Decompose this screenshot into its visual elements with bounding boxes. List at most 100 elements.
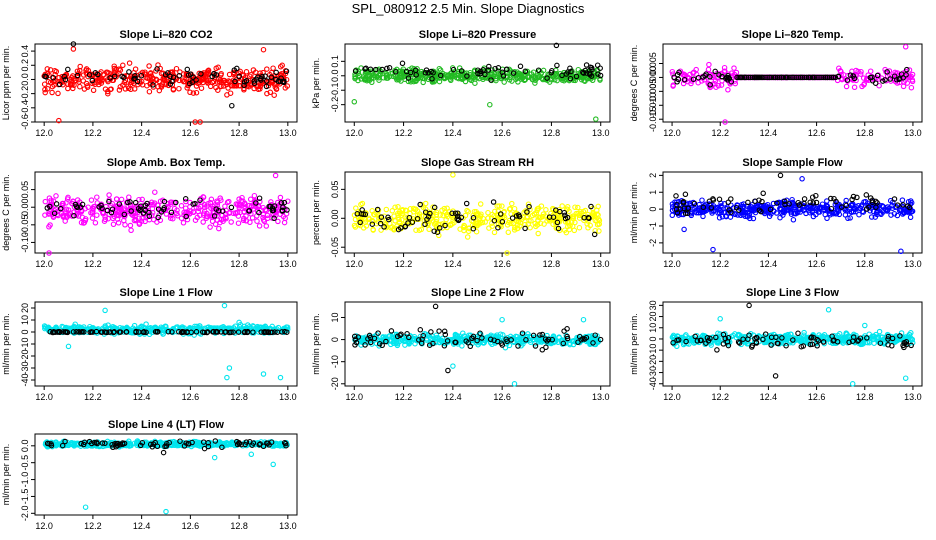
x-tick-label: 13.0 xyxy=(279,259,297,269)
data-point xyxy=(511,205,518,212)
y-axis-label: ml/min per min. xyxy=(629,182,639,244)
data-point xyxy=(169,78,175,85)
data-point xyxy=(862,322,868,329)
panel-title: Slope Line 3 Flow xyxy=(746,287,839,299)
data-point xyxy=(492,65,498,72)
data-point xyxy=(121,74,127,81)
data-point xyxy=(275,218,281,225)
data-point xyxy=(876,82,882,89)
x-tick-label: 12.2 xyxy=(711,128,729,138)
x-tick-label: 12.8 xyxy=(856,259,874,269)
data-point xyxy=(152,189,158,195)
data-point xyxy=(132,213,138,219)
data-point xyxy=(726,75,733,82)
data-point xyxy=(904,66,910,73)
data-point xyxy=(572,204,578,210)
data-point xyxy=(279,62,285,69)
data-point xyxy=(811,74,817,81)
x-tick-label: 13.0 xyxy=(279,521,297,531)
data-point xyxy=(90,205,96,211)
x-tick-label: 12.8 xyxy=(856,392,874,402)
data-point xyxy=(261,218,268,225)
data-point xyxy=(49,83,56,90)
x-tick-label: 12.8 xyxy=(856,128,874,138)
data-point xyxy=(74,197,81,203)
data-point xyxy=(56,74,62,81)
x-tick-label: 12.6 xyxy=(808,128,826,138)
data-point xyxy=(197,119,203,125)
data-point xyxy=(441,75,448,82)
x-tick-label: 12.0 xyxy=(35,521,53,531)
data-point xyxy=(690,76,697,82)
series-all xyxy=(351,172,603,256)
y-axis-label: percent per min. xyxy=(311,180,321,245)
data-point xyxy=(215,64,221,71)
data-point xyxy=(70,46,77,52)
x-tick-label: 12.4 xyxy=(760,259,778,269)
data-point xyxy=(851,72,857,78)
data-point xyxy=(534,75,540,81)
data-point xyxy=(92,220,99,226)
data-point xyxy=(468,77,475,84)
data-point xyxy=(376,72,383,78)
data-point xyxy=(67,210,74,216)
data-point xyxy=(260,371,267,377)
y-tick-label: 0 xyxy=(648,207,658,212)
data-point xyxy=(835,73,842,80)
data-point xyxy=(503,74,510,81)
panel-title: Slope Sample Flow xyxy=(742,157,843,169)
data-point xyxy=(514,69,520,75)
data-point xyxy=(384,75,391,81)
data-point xyxy=(156,87,163,94)
data-point xyxy=(225,85,231,91)
data-point xyxy=(563,71,570,77)
panel-title: Slope Gas Stream RH xyxy=(421,157,534,169)
data-point xyxy=(417,327,424,333)
data-point xyxy=(850,73,856,79)
data-point xyxy=(399,60,406,67)
x-tick-label: 12.6 xyxy=(182,392,200,402)
data-point xyxy=(529,76,536,83)
x-tick-label: 12.6 xyxy=(808,392,826,402)
data-point xyxy=(259,74,265,80)
data-point xyxy=(280,213,287,220)
data-point xyxy=(358,76,364,82)
x-tick-label: 12.0 xyxy=(663,128,681,138)
data-point xyxy=(491,71,497,77)
y-tick-label: 0 xyxy=(648,336,658,341)
data-point xyxy=(403,68,410,75)
data-point xyxy=(448,73,454,79)
data-point xyxy=(243,69,250,75)
data-point xyxy=(670,82,677,88)
data-point xyxy=(215,87,221,93)
data-point xyxy=(894,77,900,83)
series-all xyxy=(41,302,291,381)
data-point xyxy=(180,220,187,226)
data-point xyxy=(226,365,233,371)
data-point xyxy=(487,74,494,80)
data-point xyxy=(593,116,599,122)
data-point xyxy=(892,69,898,76)
data-point xyxy=(353,205,359,211)
data-point xyxy=(61,73,67,80)
data-point xyxy=(695,79,701,86)
data-point xyxy=(56,81,63,88)
data-point xyxy=(175,213,181,219)
data-point xyxy=(196,79,203,86)
data-point xyxy=(832,74,839,81)
data-point xyxy=(687,71,693,78)
data-point xyxy=(182,205,189,211)
panel-title: Slope Line 2 Flow xyxy=(431,287,524,299)
data-point xyxy=(105,90,111,97)
data-point xyxy=(99,76,105,83)
data-point xyxy=(204,213,210,219)
data-point xyxy=(554,62,560,69)
data-point xyxy=(858,68,864,75)
data-point xyxy=(703,71,709,77)
data-point xyxy=(113,66,119,73)
data-point xyxy=(111,73,118,80)
x-tick-label: 12.8 xyxy=(230,392,248,402)
x-tick-label: 12.6 xyxy=(493,392,511,402)
